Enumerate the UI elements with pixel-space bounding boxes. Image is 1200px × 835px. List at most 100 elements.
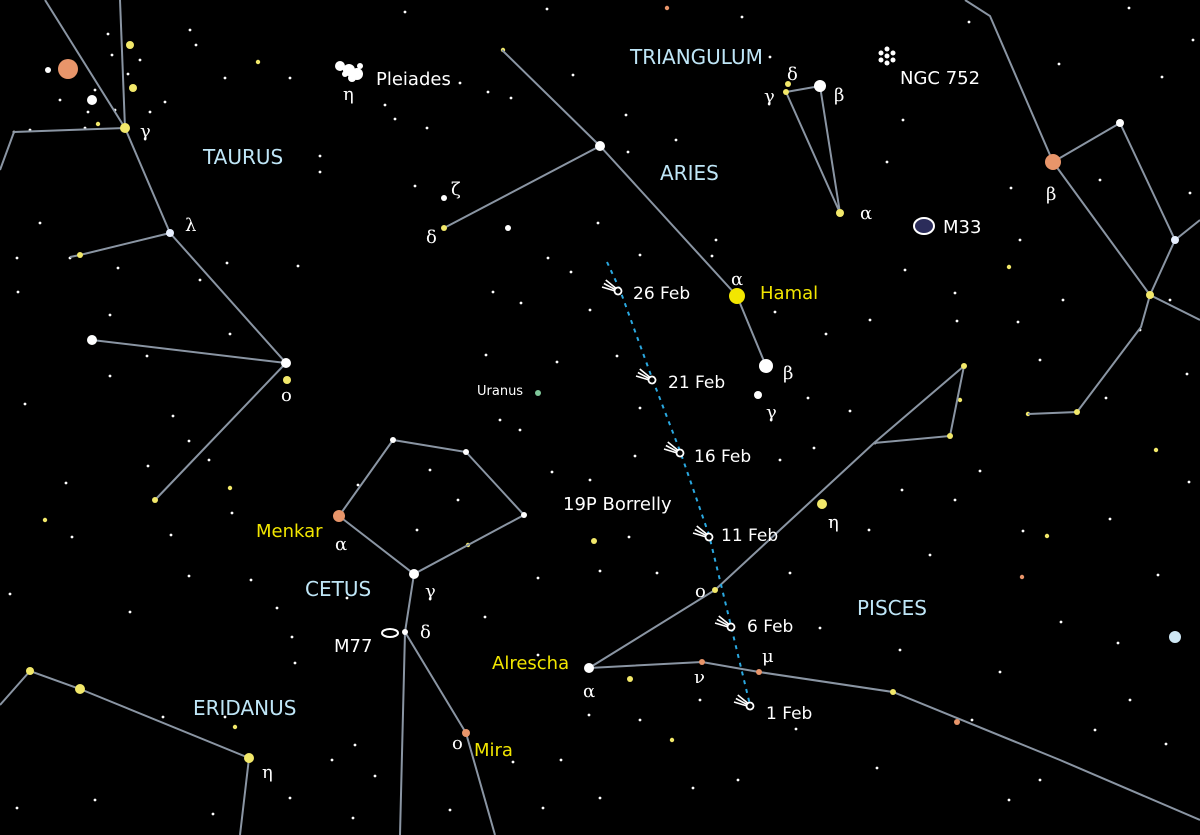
field-star	[955, 319, 959, 323]
field-star	[1019, 574, 1025, 580]
field-star	[998, 670, 1002, 674]
field-star	[138, 58, 142, 62]
comet-icon	[714, 615, 736, 632]
field-star	[875, 766, 879, 770]
field-star	[232, 724, 238, 730]
field-star	[569, 270, 573, 274]
field-star	[318, 154, 322, 158]
field-star	[351, 816, 355, 820]
field-star	[626, 150, 630, 154]
field-star	[1009, 186, 1013, 190]
greek-label: ο	[281, 385, 292, 406]
field-star	[788, 571, 792, 575]
comet-icon	[733, 694, 755, 711]
mira-star	[462, 729, 470, 737]
field-star	[108, 374, 112, 378]
field-star	[225, 261, 229, 265]
field-star	[928, 553, 932, 557]
field-star	[330, 758, 334, 762]
field-star	[70, 535, 74, 539]
field-star	[1061, 298, 1065, 302]
greek-label: β	[783, 363, 793, 384]
field-stars	[8, 5, 1195, 820]
field-star	[86, 110, 90, 114]
field-star	[518, 428, 522, 432]
comet-date: 26 Feb	[633, 284, 690, 304]
field-star	[1160, 75, 1164, 79]
field-star	[106, 32, 110, 36]
field-star	[794, 727, 798, 731]
field-star	[211, 812, 215, 816]
field-star	[1156, 573, 1160, 577]
field-star	[230, 511, 234, 515]
field-star	[740, 15, 744, 19]
triangulum-line	[785, 84, 841, 214]
pisces-line	[588, 363, 966, 669]
greek-label: γ	[425, 581, 436, 602]
field-star	[1108, 517, 1112, 521]
field-star	[900, 488, 904, 492]
field-star	[383, 103, 387, 107]
field-star	[110, 53, 114, 57]
comet-icon	[635, 368, 657, 385]
field-star	[223, 715, 227, 719]
field-star	[393, 117, 397, 121]
label-m33: M33	[943, 217, 981, 238]
greek-label: η	[828, 512, 839, 533]
field-star	[848, 409, 852, 413]
field-star	[885, 160, 889, 164]
field-star	[903, 268, 907, 272]
field-star	[318, 170, 322, 174]
field-star	[116, 266, 120, 270]
field-star	[541, 806, 545, 810]
field-star	[498, 418, 502, 422]
field-star	[1187, 480, 1191, 484]
star-name-hamal: Hamal	[760, 283, 818, 304]
field-star	[345, 596, 349, 600]
greek-label: η	[262, 762, 273, 783]
greek-label: ο	[695, 581, 706, 602]
field-star	[428, 468, 432, 472]
field-star	[38, 221, 42, 225]
field-star	[546, 256, 550, 260]
galaxy-icon	[913, 217, 935, 235]
field-star	[1168, 298, 1172, 302]
greek-label: α	[335, 534, 347, 555]
star-name-menkar: Menkar	[256, 521, 323, 542]
field-star	[188, 28, 192, 32]
field-star	[58, 98, 62, 102]
comet-markers	[601, 279, 755, 711]
greek-label: λ	[185, 215, 196, 236]
field-star	[559, 758, 563, 762]
field-star	[598, 569, 602, 573]
field-star	[288, 796, 292, 800]
field-star	[491, 290, 495, 294]
field-star	[627, 535, 631, 539]
field-star	[108, 313, 112, 317]
constellation-name-triangulum: TRIANGULUM	[629, 45, 763, 69]
field-star	[1016, 320, 1020, 324]
field-star	[1104, 396, 1108, 400]
field-star	[967, 20, 971, 24]
field-star	[536, 653, 540, 657]
field-star	[227, 485, 233, 491]
star-name-alrescha: Alrescha	[492, 653, 569, 674]
field-star	[824, 332, 828, 336]
field-star	[1127, 6, 1131, 10]
field-star	[296, 264, 300, 268]
comet-date: 1 Feb	[766, 704, 812, 724]
field-star	[456, 498, 460, 502]
greek-label: η	[343, 84, 354, 105]
field-star	[1093, 728, 1097, 732]
field-star	[128, 610, 132, 614]
field-star	[669, 737, 675, 743]
field-star	[655, 571, 659, 575]
field-star	[736, 778, 740, 782]
field-star	[1128, 698, 1132, 702]
greek-label: ζ	[451, 179, 461, 200]
greek-label: δ	[787, 64, 798, 85]
greek-label: ο	[452, 733, 463, 754]
constellation-name-cetus: CETUS	[305, 577, 371, 601]
comet-icon	[692, 525, 714, 542]
